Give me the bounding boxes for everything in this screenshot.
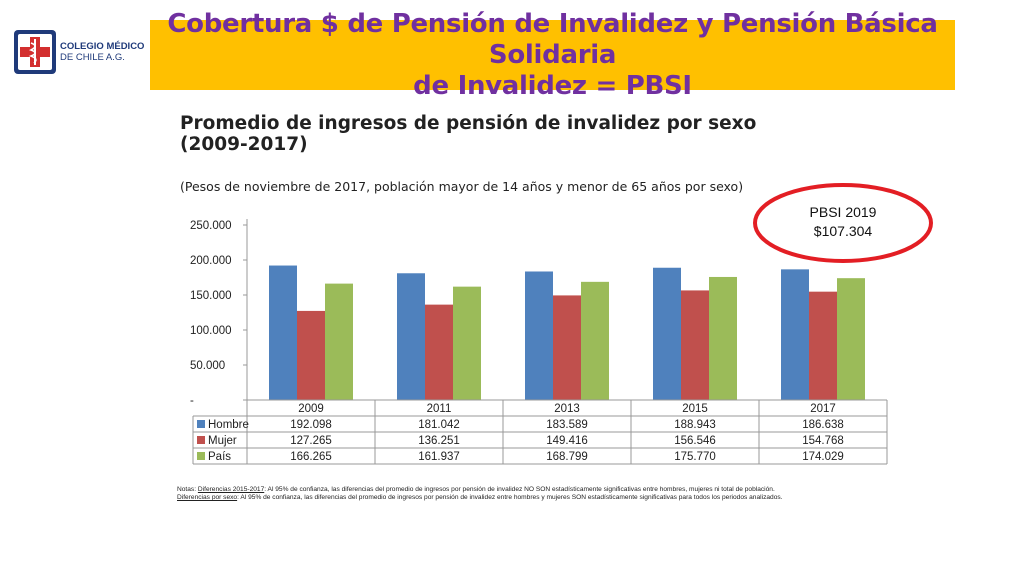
bar-hombre-2011: [397, 273, 425, 400]
legend-label: País: [208, 451, 231, 463]
data-label: 154.768: [802, 435, 844, 447]
x-tick-label: 2015: [682, 403, 708, 415]
data-label: 166.265: [290, 451, 332, 463]
x-tick-label: 2017: [810, 403, 836, 415]
highlight-oval: [753, 183, 933, 263]
slide-title: Cobertura $ de Pensión de Invalidez y Pe…: [167, 8, 938, 101]
chart-title: Promedio de ingresos de pensión de inval…: [180, 113, 757, 155]
data-label: 175.770: [674, 451, 716, 463]
legend-label: Mujer: [208, 435, 237, 447]
medical-cross-caduceus-icon: [14, 30, 56, 74]
y-tick-label: -: [190, 395, 194, 407]
data-label: 188.943: [674, 419, 716, 431]
legend-label: Hombre: [208, 419, 249, 431]
bar-hombre-2017: [781, 269, 809, 400]
bar-país-2013: [581, 281, 609, 400]
y-tick-label: 200.000: [190, 255, 232, 267]
logo-line-2: DE CHILE A.G.: [60, 52, 125, 63]
x-tick-label: 2009: [298, 403, 324, 415]
data-label: 192.098: [290, 419, 332, 431]
note-1-text: : Al 95% de confianza, las diferencias d…: [264, 486, 775, 493]
logo-line-1: COLEGIO MÉDICO: [60, 41, 145, 52]
legend-swatch-hombre: [197, 420, 205, 428]
data-label: 174.029: [802, 451, 844, 463]
data-label: 149.416: [546, 435, 588, 447]
note-1-label: Diferencias 2015-2017: [197, 486, 265, 493]
legend-swatch-mujer: [197, 436, 205, 444]
note-2: Diferencias por sexo: Al 95% de confianz…: [177, 494, 897, 502]
data-label: 161.937: [418, 451, 460, 463]
note-1: Notas: Diferencias 2015-2017: Al 95% de …: [177, 486, 775, 493]
pbsi-annotation-label: PBSI 2019: [809, 204, 877, 220]
data-label: 183.589: [546, 419, 588, 431]
bar-mujer-2015: [681, 290, 709, 400]
data-label: 156.546: [674, 435, 716, 447]
y-tick-label: 150.000: [190, 290, 232, 302]
chart-subtitle: (Pesos de noviembre de 2017, población m…: [180, 179, 744, 194]
data-label: 136.251: [418, 435, 460, 447]
bar-hombre-2013: [525, 271, 553, 400]
bar-mujer-2011: [425, 304, 453, 400]
pbsi-annotation: PBSI 2019 $107.304: [752, 203, 934, 241]
data-label: 127.265: [290, 435, 332, 447]
legend-swatch-país: [197, 452, 205, 460]
bar-mujer-2013: [553, 295, 581, 400]
x-tick-label: 2011: [427, 403, 452, 415]
note-2-text: : Al 95% de confianza, las diferencias d…: [237, 494, 783, 501]
colegio-medico-logo: COLEGIO MÉDICO DE CHILE A.G.: [12, 28, 152, 76]
bar-mujer-2017: [809, 291, 837, 400]
title-bar: Cobertura $ de Pensión de Invalidez y Pe…: [150, 9, 955, 101]
y-tick-label: 100.000: [190, 325, 232, 337]
data-label: 181.042: [418, 419, 460, 431]
bar-país-2009: [325, 283, 353, 400]
y-tick-label: 250.000: [190, 220, 232, 232]
pbsi-annotation-value: $107.304: [813, 223, 873, 239]
bar-hombre-2015: [653, 267, 681, 400]
bar-mujer-2009: [297, 310, 325, 400]
bar-hombre-2009: [269, 265, 297, 400]
note-2-label: Diferencias por sexo: [177, 494, 238, 501]
bar-país-2011: [453, 286, 481, 400]
bar-país-2015: [709, 276, 737, 400]
data-label: 186.638: [802, 419, 844, 431]
data-label: 168.799: [546, 451, 588, 463]
bar-país-2017: [837, 278, 865, 400]
x-tick-label: 2013: [554, 403, 580, 415]
chart-notes: Notas: Diferencias 2015-2017: Al 95% de …: [177, 486, 897, 502]
y-tick-label: 50.000: [190, 360, 225, 372]
